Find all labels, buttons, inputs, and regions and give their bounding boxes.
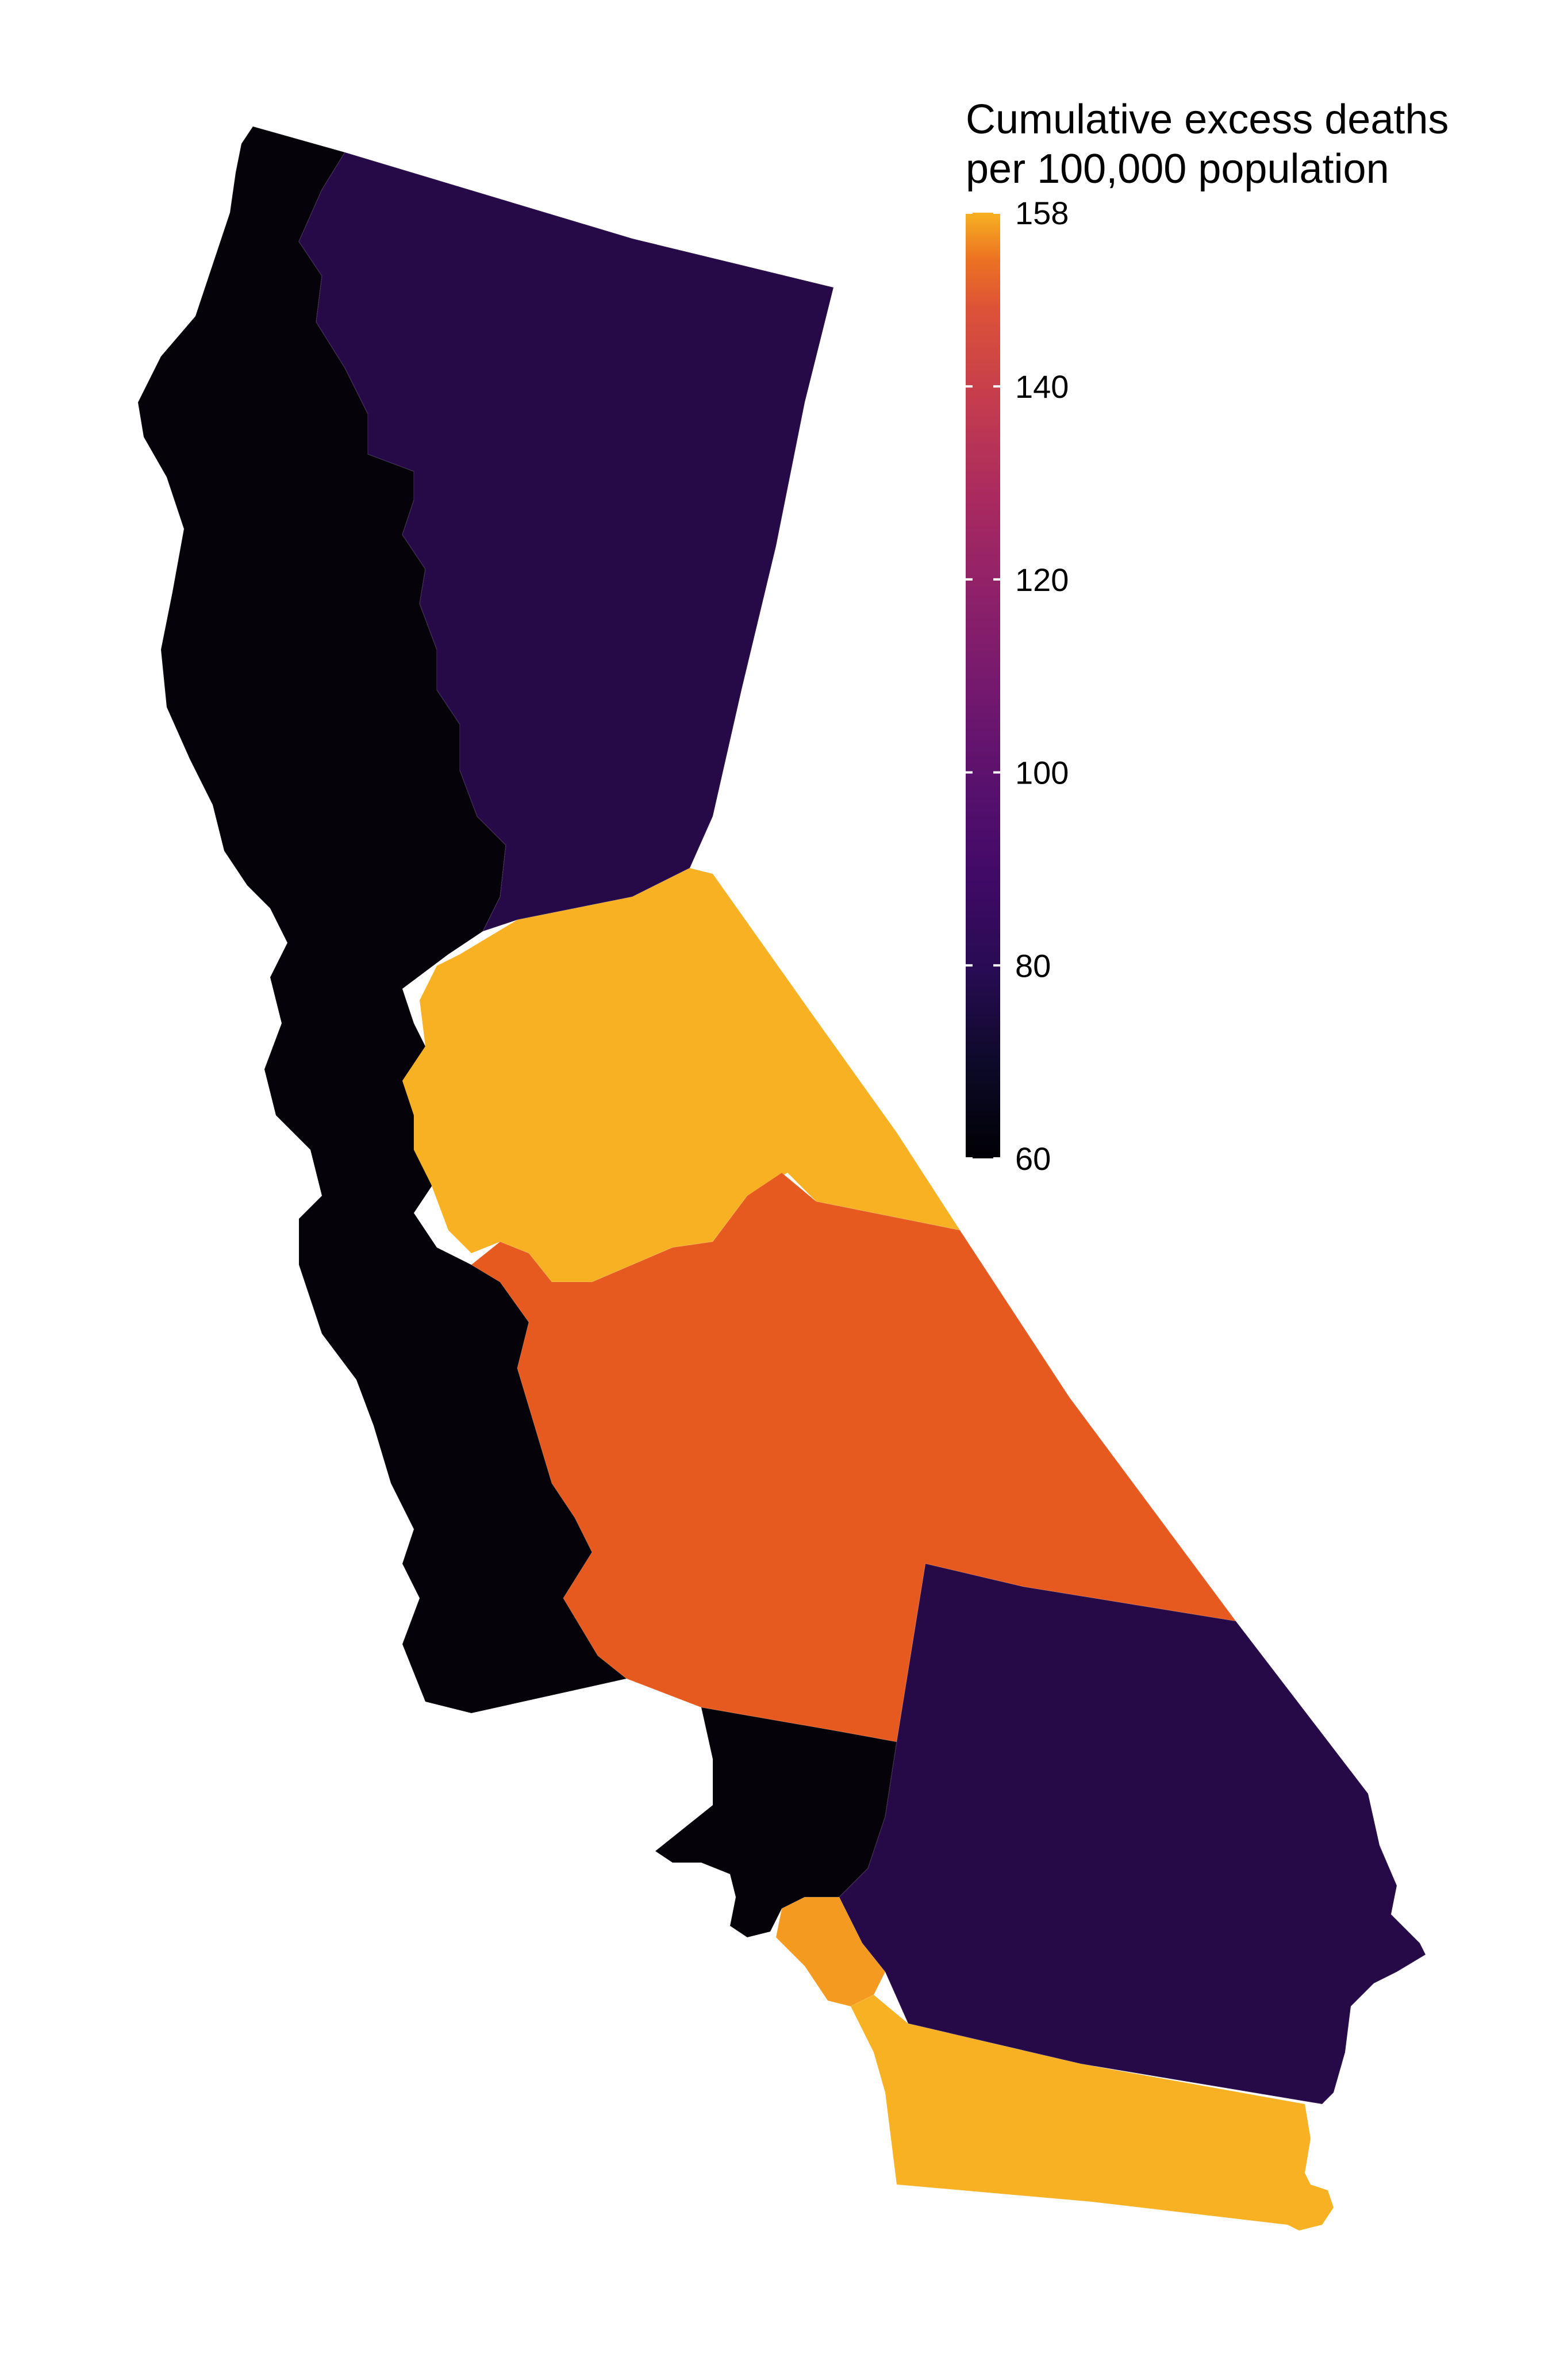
- region-central-valley-north: [401, 867, 962, 1283]
- legend: Cumulative excess deaths per 100,000 pop…: [966, 97, 1449, 1177]
- region-northern-interior: [298, 151, 835, 932]
- legend-title-line-1: Cumulative excess deaths: [966, 97, 1449, 143]
- region-inland-empire: [838, 1563, 1427, 2105]
- region-san-diego-imperial: [850, 1994, 1335, 2232]
- legend-tick-label: 158: [1015, 195, 1069, 231]
- legend-tick-label: 80: [1015, 947, 1051, 984]
- legend-tick-label: 140: [1015, 368, 1069, 405]
- legend-colorbar: [966, 213, 1000, 1158]
- legend-tick-label: 60: [1015, 1141, 1051, 1177]
- legend-title-line-2: per 100,000 population: [966, 146, 1389, 192]
- legend-ticks: 158 140 120 100 80 60: [966, 195, 1069, 1177]
- legend-tick-label: 120: [1015, 562, 1069, 598]
- map-regions: [137, 125, 1427, 2232]
- legend-tick-label: 100: [1015, 755, 1069, 791]
